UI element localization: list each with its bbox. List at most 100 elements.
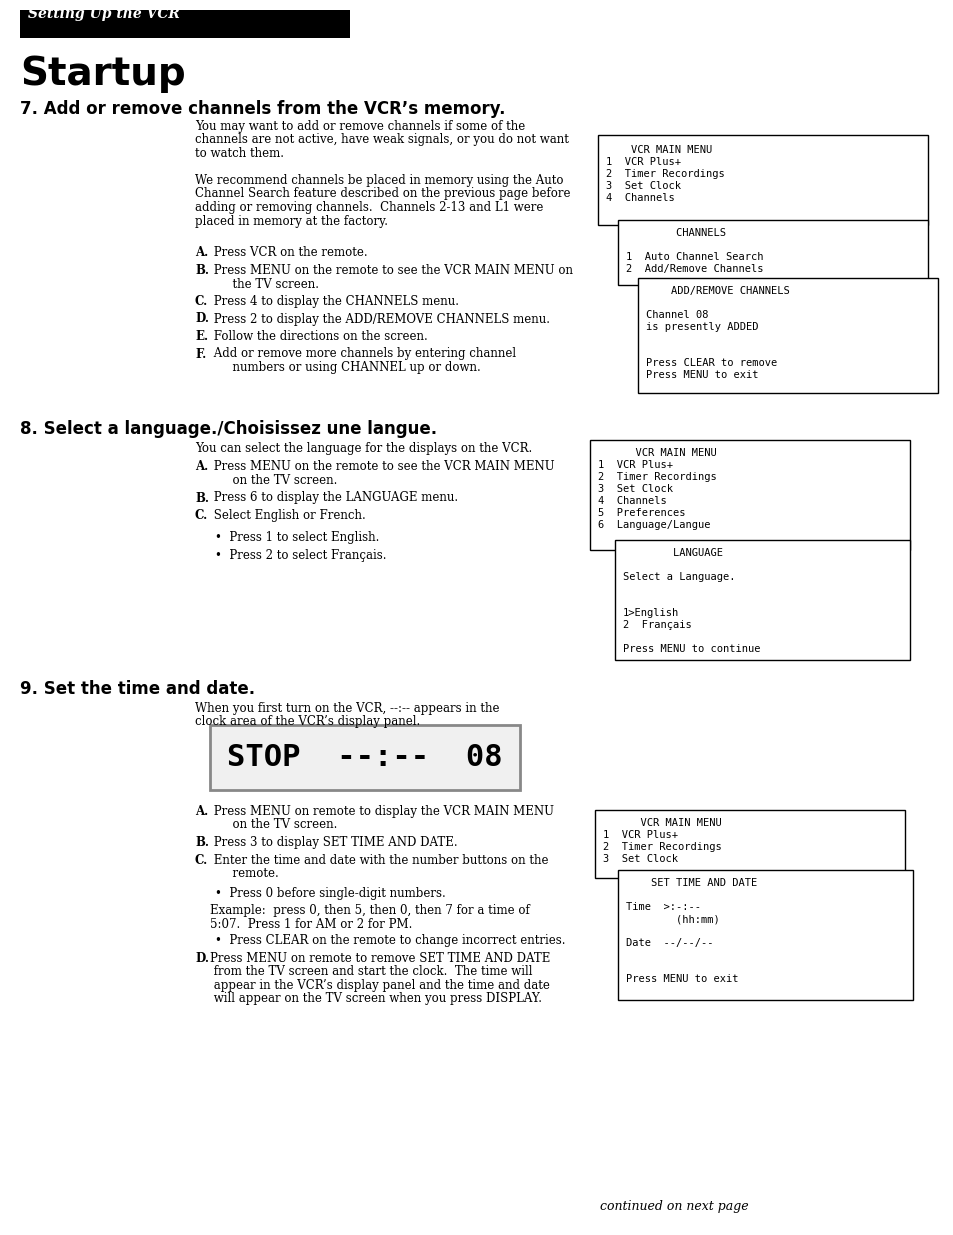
Text: B.: B. xyxy=(194,264,209,277)
Text: 2  Français: 2 Français xyxy=(622,620,691,630)
FancyBboxPatch shape xyxy=(618,869,912,1000)
Text: 3  Set Clock: 3 Set Clock xyxy=(598,484,672,494)
Text: channels are not active, have weak signals, or you do not want: channels are not active, have weak signa… xyxy=(194,133,568,147)
Text: C.: C. xyxy=(194,509,208,522)
Text: VCR MAIN MENU: VCR MAIN MENU xyxy=(602,818,721,827)
Bar xyxy=(20,10,350,38)
Text: 1>English: 1>English xyxy=(622,608,679,618)
Text: Press MENU on remote to remove SET TIME AND DATE: Press MENU on remote to remove SET TIME … xyxy=(210,951,550,965)
Text: is presently ADDED: is presently ADDED xyxy=(645,322,758,332)
Text: Select English or French.: Select English or French. xyxy=(210,509,365,522)
Text: 9. Set the time and date.: 9. Set the time and date. xyxy=(20,680,254,698)
Text: B.: B. xyxy=(194,492,209,505)
Text: 7. Add or remove channels from the VCR’s memory.: 7. Add or remove channels from the VCR’s… xyxy=(20,100,505,119)
Text: 1  VCR Plus+: 1 VCR Plus+ xyxy=(598,459,672,471)
Text: Example:  press 0, then 5, then 0, then 7 for a time of: Example: press 0, then 5, then 0, then 7… xyxy=(210,904,529,918)
Text: We recommend channels be placed in memory using the Auto: We recommend channels be placed in memor… xyxy=(194,174,563,186)
Text: Add or remove more channels by entering channel: Add or remove more channels by entering … xyxy=(210,347,516,361)
Text: Press 6 to display the LANGUAGE menu.: Press 6 to display the LANGUAGE menu. xyxy=(210,492,457,505)
Text: Follow the directions on the screen.: Follow the directions on the screen. xyxy=(210,330,427,343)
Text: Press 4 to display the CHANNELS menu.: Press 4 to display the CHANNELS menu. xyxy=(210,295,458,308)
Text: D.: D. xyxy=(194,951,209,965)
Text: on the TV screen.: on the TV screen. xyxy=(210,819,337,831)
Text: 3  Set Clock: 3 Set Clock xyxy=(602,853,678,864)
FancyBboxPatch shape xyxy=(589,440,909,550)
Text: 1  VCR Plus+: 1 VCR Plus+ xyxy=(605,157,680,167)
Text: F.: F. xyxy=(194,347,206,361)
Text: Time  >:-:--: Time >:-:-- xyxy=(625,902,700,911)
Text: 5  Preferences: 5 Preferences xyxy=(598,508,685,517)
Text: Channel 08: Channel 08 xyxy=(645,310,708,320)
Text: remote.: remote. xyxy=(210,867,278,881)
Text: 4  Channels: 4 Channels xyxy=(598,496,666,506)
Text: Press MENU on the remote to see the VCR MAIN MENU on: Press MENU on the remote to see the VCR … xyxy=(210,264,573,277)
Text: CHANNELS: CHANNELS xyxy=(625,228,725,238)
Text: Press MENU to continue: Press MENU to continue xyxy=(622,643,760,655)
Text: 2  Add/Remove Channels: 2 Add/Remove Channels xyxy=(625,264,762,274)
Text: from the TV screen and start the clock.  The time will: from the TV screen and start the clock. … xyxy=(210,965,532,978)
FancyBboxPatch shape xyxy=(210,725,519,790)
Text: 2  Timer Recordings: 2 Timer Recordings xyxy=(598,472,716,482)
Text: 6  Language/Langue: 6 Language/Langue xyxy=(598,520,710,530)
Text: You may want to add or remove channels if some of the: You may want to add or remove channels i… xyxy=(194,120,525,133)
Text: 4  Channels: 4 Channels xyxy=(605,193,674,203)
Text: A.: A. xyxy=(194,805,208,818)
Text: Press MENU on the remote to see the VCR MAIN MENU: Press MENU on the remote to see the VCR … xyxy=(210,461,554,473)
Text: SET TIME AND DATE: SET TIME AND DATE xyxy=(625,878,757,888)
Text: placed in memory at the factory.: placed in memory at the factory. xyxy=(194,215,388,227)
FancyBboxPatch shape xyxy=(595,810,904,878)
Text: C.: C. xyxy=(194,853,208,867)
Text: LANGUAGE: LANGUAGE xyxy=(622,548,722,558)
Text: C.: C. xyxy=(194,295,208,308)
Text: •  Press 2 to select Français.: • Press 2 to select Français. xyxy=(214,550,386,562)
Text: to watch them.: to watch them. xyxy=(194,147,284,161)
Text: continued on next page: continued on next page xyxy=(599,1200,748,1213)
Text: •  Press 1 to select English.: • Press 1 to select English. xyxy=(214,531,379,545)
Text: ADD/REMOVE CHANNELS: ADD/REMOVE CHANNELS xyxy=(645,287,789,296)
Text: 1  VCR Plus+: 1 VCR Plus+ xyxy=(602,830,678,840)
Text: You can select the language for the displays on the VCR.: You can select the language for the disp… xyxy=(194,442,532,454)
Text: E.: E. xyxy=(194,330,208,343)
Text: Press MENU to exit: Press MENU to exit xyxy=(645,370,758,380)
Text: STOP  --:--  08: STOP --:-- 08 xyxy=(227,742,502,772)
Text: A.: A. xyxy=(194,247,208,259)
FancyBboxPatch shape xyxy=(618,220,927,285)
Text: appear in the VCR’s display panel and the time and date: appear in the VCR’s display panel and th… xyxy=(210,978,549,992)
Text: Enter the time and date with the number buttons on the: Enter the time and date with the number … xyxy=(210,853,548,867)
Text: B.: B. xyxy=(194,836,209,848)
Text: (hh:mm): (hh:mm) xyxy=(625,914,719,924)
Text: When you first turn on the VCR, --:-- appears in the: When you first turn on the VCR, --:-- ap… xyxy=(194,701,499,715)
Text: VCR MAIN MENU: VCR MAIN MENU xyxy=(598,448,716,458)
Text: the TV screen.: the TV screen. xyxy=(210,278,318,290)
FancyBboxPatch shape xyxy=(598,135,927,225)
Text: on the TV screen.: on the TV screen. xyxy=(210,474,337,487)
Text: adding or removing channels.  Channels 2-13 and L1 were: adding or removing channels. Channels 2-… xyxy=(194,201,543,214)
FancyBboxPatch shape xyxy=(615,540,909,659)
Text: Press CLEAR to remove: Press CLEAR to remove xyxy=(645,358,777,368)
Text: Startup: Startup xyxy=(20,56,186,93)
Text: 1  Auto Channel Search: 1 Auto Channel Search xyxy=(625,252,762,262)
Text: Press VCR on the remote.: Press VCR on the remote. xyxy=(210,247,367,259)
Text: 2  Timer Recordings: 2 Timer Recordings xyxy=(605,169,724,179)
Text: Select a Language.: Select a Language. xyxy=(622,572,735,582)
Text: 5:07.  Press 1 for AM or 2 for PM.: 5:07. Press 1 for AM or 2 for PM. xyxy=(210,918,412,930)
Text: •  Press 0 before single-digit numbers.: • Press 0 before single-digit numbers. xyxy=(214,888,445,900)
Text: VCR MAIN MENU: VCR MAIN MENU xyxy=(605,144,712,156)
Text: D.: D. xyxy=(194,312,209,326)
Text: Date  --/--/--: Date --/--/-- xyxy=(625,939,713,948)
Text: clock area of the VCR’s display panel.: clock area of the VCR’s display panel. xyxy=(194,715,420,729)
Text: 3  Set Clock: 3 Set Clock xyxy=(605,182,680,191)
Text: •  Press CLEAR on the remote to change incorrect entries.: • Press CLEAR on the remote to change in… xyxy=(214,934,565,947)
Text: Press 2 to display the ADD/REMOVE CHANNELS menu.: Press 2 to display the ADD/REMOVE CHANNE… xyxy=(210,312,550,326)
FancyBboxPatch shape xyxy=(638,278,937,393)
Text: 2  Timer Recordings: 2 Timer Recordings xyxy=(602,842,721,852)
Text: numbers or using CHANNEL up or down.: numbers or using CHANNEL up or down. xyxy=(210,361,480,374)
Text: Setting Up the VCR: Setting Up the VCR xyxy=(28,7,180,21)
Text: will appear on the TV screen when you press DISPLAY.: will appear on the TV screen when you pr… xyxy=(210,992,541,1005)
Text: A.: A. xyxy=(194,461,208,473)
Text: Press MENU on remote to display the VCR MAIN MENU: Press MENU on remote to display the VCR … xyxy=(210,805,554,818)
Text: Press MENU to exit: Press MENU to exit xyxy=(625,974,738,984)
Text: Channel Search feature described on the previous page before: Channel Search feature described on the … xyxy=(194,188,570,200)
Text: Press 3 to display SET TIME AND DATE.: Press 3 to display SET TIME AND DATE. xyxy=(210,836,457,848)
Text: 8. Select a language./Choisissez une langue.: 8. Select a language./Choisissez une lan… xyxy=(20,420,436,438)
